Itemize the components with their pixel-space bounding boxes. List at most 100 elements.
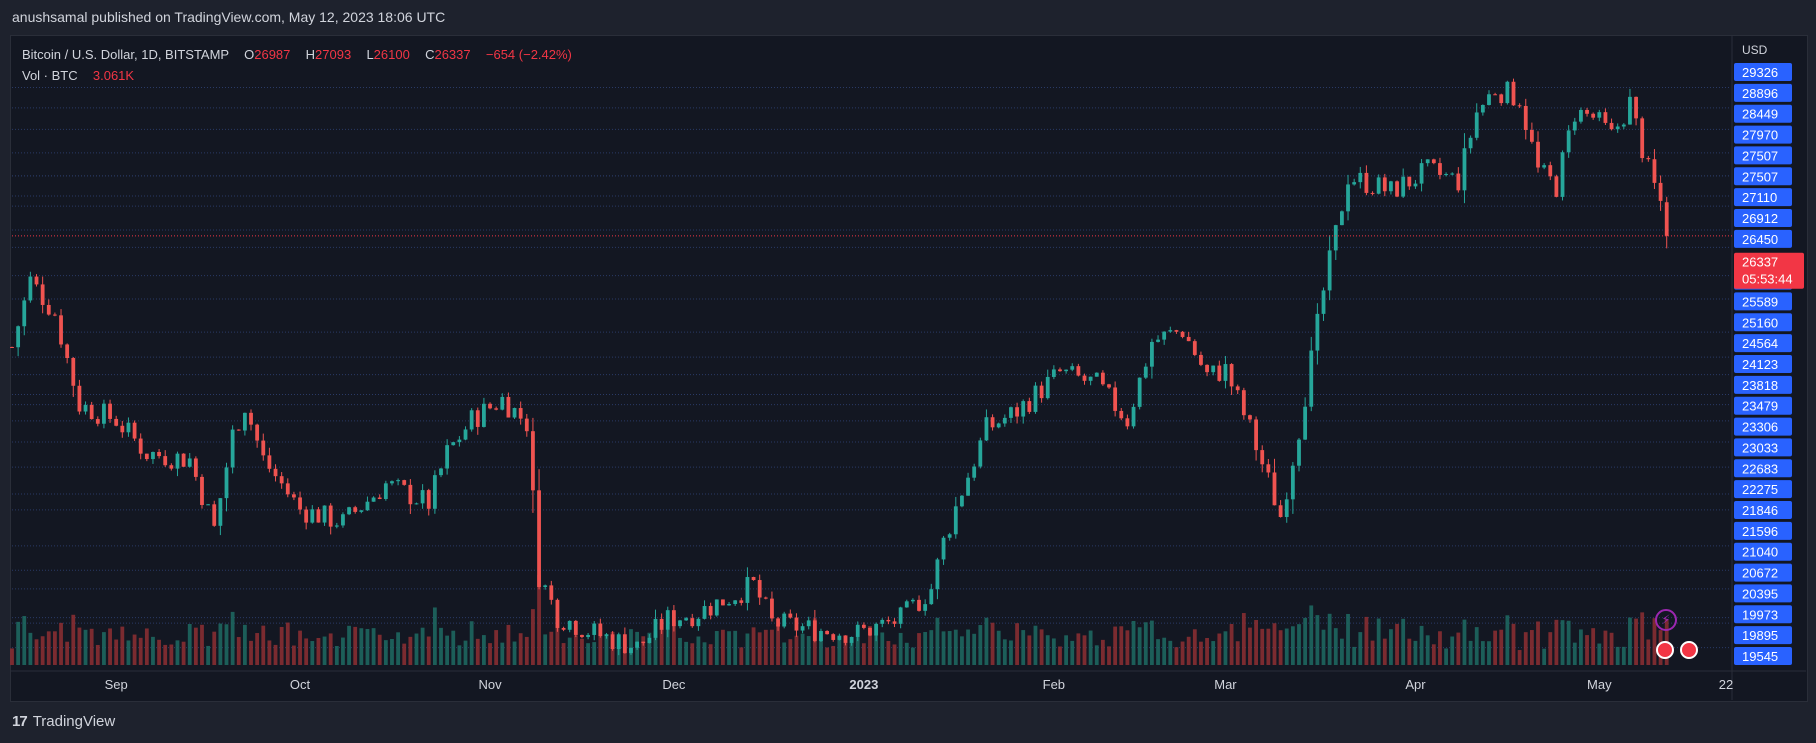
candle-body bbox=[181, 453, 186, 467]
volume-bar bbox=[843, 635, 848, 665]
volume-bar bbox=[806, 636, 811, 665]
candle bbox=[420, 484, 425, 509]
volume-bar bbox=[242, 624, 247, 665]
candle-body bbox=[1321, 290, 1326, 314]
candle-body bbox=[751, 577, 756, 581]
volume-label[interactable]: Vol · BTC bbox=[22, 68, 78, 83]
candle bbox=[1058, 367, 1062, 372]
candle-body bbox=[819, 630, 823, 642]
candle-body bbox=[659, 618, 664, 630]
candle-body bbox=[1272, 472, 1277, 506]
candle bbox=[1413, 179, 1418, 189]
candle-body bbox=[1186, 336, 1191, 342]
candle bbox=[1002, 414, 1007, 427]
lightning-icon[interactable]: ⚡ bbox=[1655, 609, 1677, 631]
volume-bar bbox=[671, 625, 676, 665]
candle-body bbox=[880, 619, 885, 624]
candle-body bbox=[1511, 81, 1516, 106]
candle-body bbox=[218, 498, 223, 526]
volume-bar bbox=[1309, 605, 1314, 665]
volume-bar bbox=[1542, 648, 1547, 665]
volume-bar bbox=[561, 643, 566, 665]
chart-panel[interactable] bbox=[10, 35, 1808, 702]
candle-body bbox=[788, 613, 793, 618]
candle bbox=[439, 467, 443, 478]
volume-bar bbox=[1603, 630, 1608, 665]
volume-bar bbox=[653, 630, 658, 665]
volume-bar bbox=[1517, 650, 1522, 665]
price-label-text: 21040 bbox=[1742, 545, 1778, 560]
volume-bar bbox=[531, 609, 535, 665]
volume-bar bbox=[1352, 646, 1357, 665]
candle-body bbox=[420, 490, 425, 504]
symbol-label[interactable]: Bitcoin / U.S. Dollar, 1D, BITSTAMP bbox=[22, 47, 229, 62]
price-label-bg bbox=[1734, 647, 1792, 665]
volume-bar bbox=[1640, 612, 1645, 665]
volume-bar bbox=[1064, 635, 1069, 665]
volume-bar bbox=[1143, 622, 1148, 665]
candle bbox=[610, 631, 615, 651]
candle-body bbox=[837, 635, 842, 640]
candle-body bbox=[1664, 202, 1669, 236]
candle bbox=[414, 502, 419, 505]
candle bbox=[892, 618, 897, 628]
volume-bar bbox=[978, 625, 983, 665]
volume-bar bbox=[1505, 615, 1510, 665]
candle bbox=[953, 496, 958, 539]
volume-bar bbox=[193, 627, 198, 665]
price-label-bg bbox=[1734, 167, 1792, 186]
volume-bar bbox=[1107, 646, 1111, 665]
candle bbox=[102, 399, 106, 429]
volume-bar bbox=[1131, 620, 1136, 665]
candle bbox=[1615, 123, 1620, 133]
candle-body bbox=[1027, 401, 1032, 412]
price-label-bg bbox=[1734, 229, 1792, 248]
candle-body bbox=[1407, 176, 1412, 187]
candle bbox=[1064, 369, 1069, 374]
volume-bar bbox=[1021, 630, 1026, 665]
candle bbox=[298, 491, 302, 515]
price-label: 27507 bbox=[1734, 167, 1792, 186]
volume-bar bbox=[641, 636, 646, 665]
candle-body bbox=[328, 505, 333, 527]
volume-bar bbox=[144, 628, 149, 665]
volume-bar bbox=[506, 624, 511, 665]
volume-bar bbox=[365, 628, 370, 665]
candle bbox=[482, 397, 486, 428]
candle bbox=[1493, 92, 1498, 96]
candle-body bbox=[586, 634, 590, 638]
candle-body bbox=[28, 276, 33, 301]
candle-body bbox=[960, 495, 964, 507]
candle-body bbox=[911, 599, 915, 602]
candle bbox=[1419, 158, 1424, 192]
candle-body bbox=[1609, 122, 1614, 130]
price-label-text: 19545 bbox=[1742, 649, 1778, 664]
us-flag-icon[interactable] bbox=[1680, 641, 1698, 659]
candle bbox=[800, 623, 805, 634]
candle-body bbox=[1064, 369, 1069, 372]
candle-body bbox=[1021, 401, 1026, 417]
candle-body bbox=[1045, 376, 1050, 399]
candle-body bbox=[984, 417, 989, 441]
volume-bar bbox=[1407, 638, 1412, 665]
volume-bar bbox=[1100, 639, 1105, 665]
candle bbox=[904, 599, 909, 608]
candle-body bbox=[1100, 372, 1105, 385]
candle-body bbox=[1413, 183, 1418, 187]
footer-brand[interactable]: 17 TradingView bbox=[12, 713, 115, 730]
volume-bar bbox=[1358, 632, 1363, 665]
volume-bar bbox=[1480, 641, 1485, 665]
candle bbox=[1542, 163, 1547, 170]
candle-body bbox=[396, 480, 400, 482]
candle bbox=[598, 618, 603, 638]
candle-body bbox=[102, 403, 106, 424]
us-flag-icon[interactable] bbox=[1656, 641, 1674, 659]
candle-body bbox=[996, 423, 1001, 428]
candle-body bbox=[488, 403, 492, 409]
candle bbox=[163, 450, 168, 467]
volume-bar bbox=[1450, 636, 1455, 665]
volume-bar bbox=[500, 642, 505, 665]
candle bbox=[1480, 104, 1485, 116]
candle bbox=[451, 441, 456, 446]
